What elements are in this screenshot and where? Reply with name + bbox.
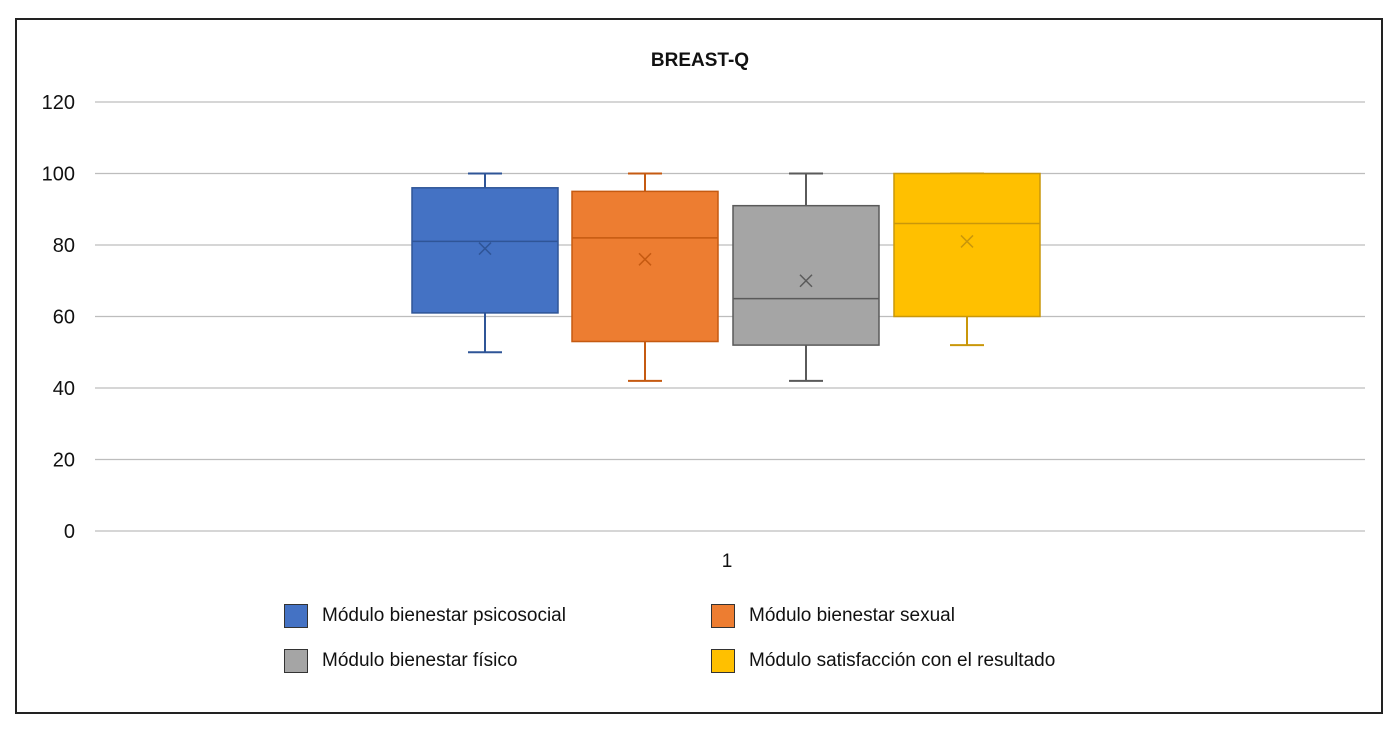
mean-marker [960, 234, 974, 248]
mean-marker [638, 252, 652, 266]
y-tick-label: 0 [64, 521, 75, 543]
legend-swatch [284, 604, 308, 628]
box-0 [411, 172, 559, 354]
legend-swatch [284, 649, 308, 673]
mean-marker [799, 274, 813, 288]
mean-marker [478, 242, 492, 256]
y-tick-label: 60 [53, 307, 75, 329]
y-tick-label: 80 [53, 235, 75, 257]
legend-label: Módulo satisfacción con el resultado [749, 650, 1056, 671]
chart-frame [15, 18, 1383, 714]
x-tick-label: 1 [722, 551, 733, 572]
legend-item-psicosocial: Módulo bienestar psicosocial [284, 604, 566, 628]
iqr-box [411, 187, 559, 314]
y-tick-label: 40 [53, 378, 75, 400]
legend-item-fisico: Módulo bienestar físico [284, 649, 517, 673]
box-2 [732, 172, 880, 382]
iqr-box [571, 190, 719, 343]
iqr-box [893, 172, 1041, 318]
legend-item-sexual: Módulo bienestar sexual [711, 604, 955, 628]
y-tick-label: 120 [42, 92, 75, 114]
legend-swatch [711, 604, 735, 628]
box-1 [571, 172, 719, 382]
legend-label: Módulo bienestar psicosocial [322, 605, 566, 626]
legend-label: Módulo bienestar físico [322, 650, 518, 671]
box-3 [893, 172, 1041, 347]
y-tick-label: 20 [53, 450, 75, 472]
legend-swatch [711, 649, 735, 673]
legend-label: Módulo bienestar sexual [749, 605, 955, 626]
legend-item-satisfaccion: Módulo satisfacción con el resultado [711, 649, 1055, 673]
iqr-box [732, 204, 880, 346]
y-tick-label: 100 [42, 164, 75, 186]
chart-title: BREAST-Q [651, 50, 749, 71]
